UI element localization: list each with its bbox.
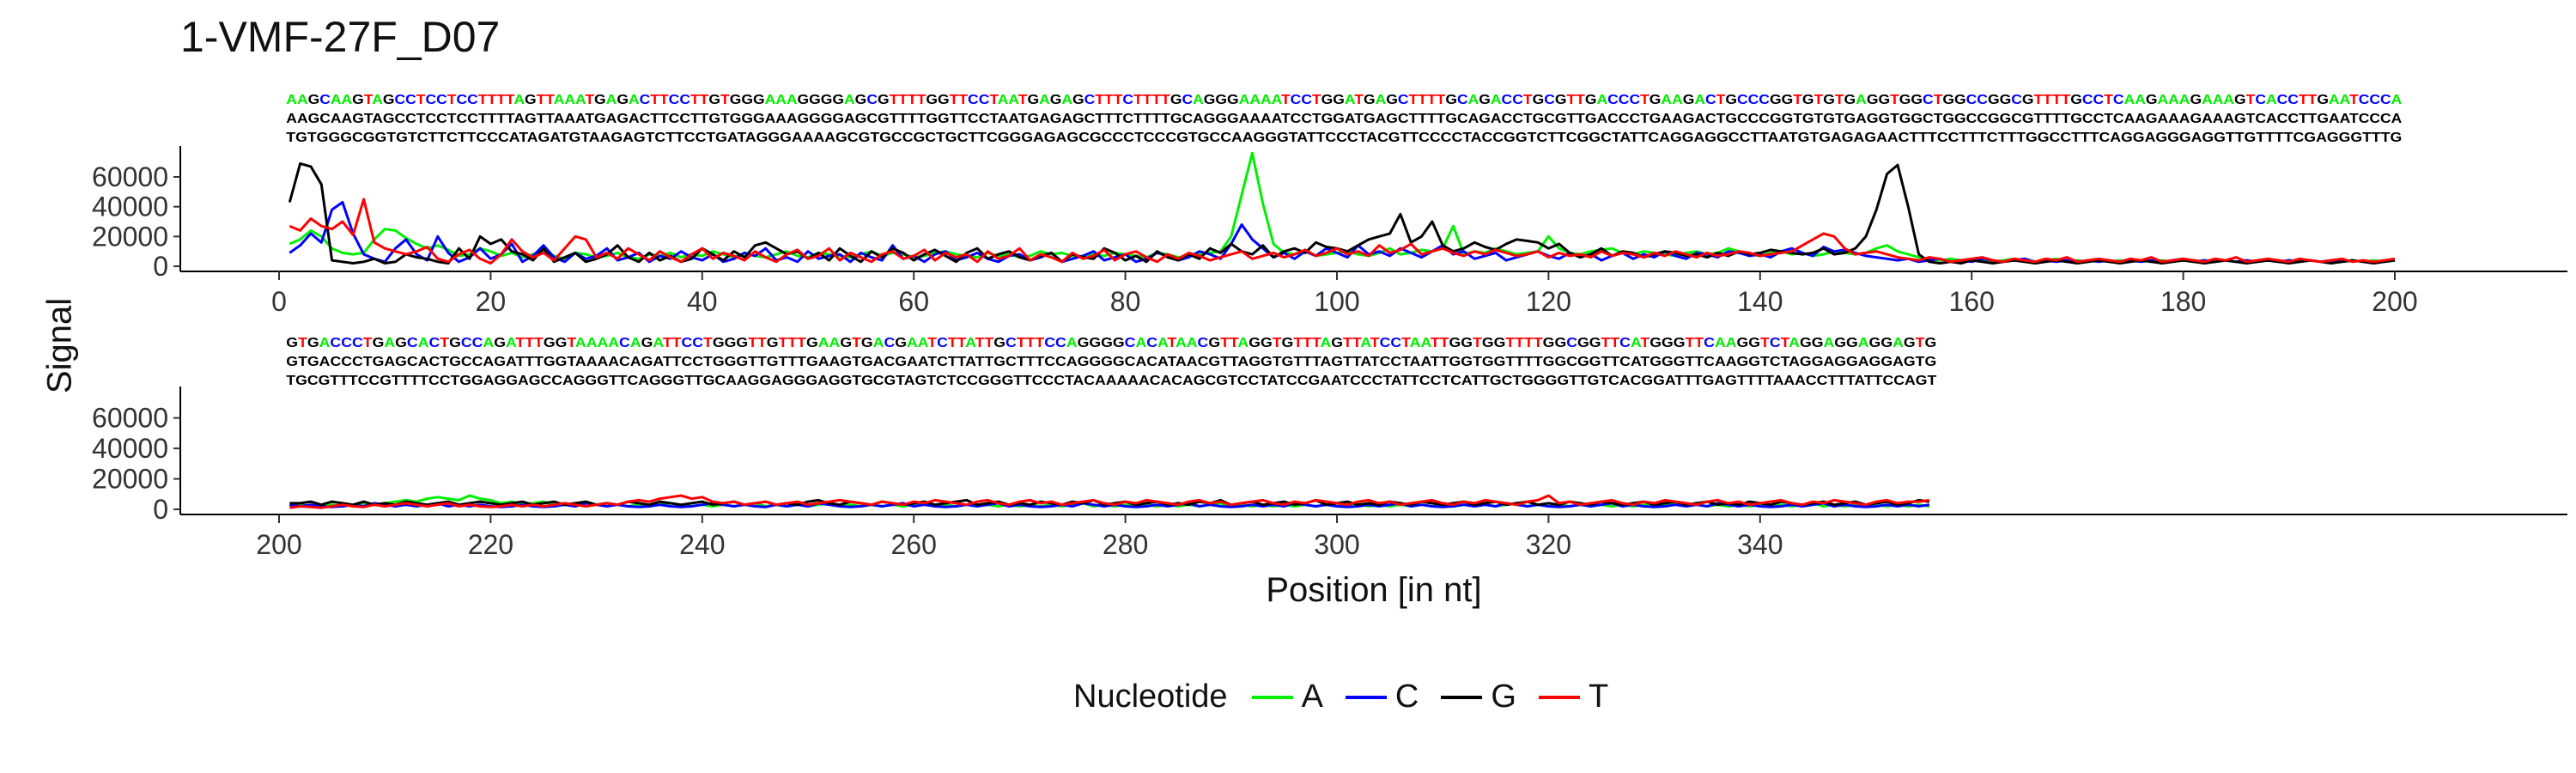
x-tick-label: 200 (2372, 286, 2417, 317)
series-line-c (289, 201, 2353, 264)
sequence-row-1: GTGACCCTGAGCACTGCCAGATTTGGTAAAACAGATTCCT… (286, 336, 1936, 350)
y-tick-label: 20000 (92, 464, 168, 495)
y-tick-label: 20000 (92, 221, 168, 252)
y-tick-label: 0 (153, 251, 168, 282)
x-tick-label: 120 (1526, 286, 1571, 317)
legend: Nucleotide A C G T (1073, 679, 1619, 715)
chart-title: 1-VMF-27F_D07 (180, 13, 501, 61)
legend-swatch-a (1251, 695, 1293, 699)
legend-label-t: T (1588, 679, 1609, 715)
series-line-t (289, 198, 2396, 265)
sequence-row-1: AAGCAAGTAGCCTCCTCCTTTTAGTTAAATGAGACTTCCT… (286, 93, 2402, 107)
legend-item-g: G (1441, 679, 1516, 715)
y-tick-label: 60000 (92, 403, 168, 434)
sequence-row-3: TGTGGGCGGTGTCTTCTTCCCATAGATGTAAGAGTCTTCC… (286, 131, 2402, 145)
x-tick-label: 140 (1737, 286, 1783, 317)
x-tick-label: 100 (1314, 286, 1359, 317)
x-tick-label: 20 (476, 286, 507, 317)
x-tick-label: 340 (1737, 529, 1783, 560)
x-tick-label: 40 (687, 286, 718, 317)
legend-title: Nucleotide (1073, 679, 1228, 715)
x-tick-label: 220 (468, 529, 513, 560)
legend-item-a: A (1251, 679, 1323, 715)
y-tick-label: 40000 (92, 192, 168, 222)
legend-item-t: T (1538, 679, 1609, 715)
legend-label-a: A (1301, 679, 1323, 715)
x-tick-label: 280 (1103, 529, 1148, 560)
x-tick-label: 240 (679, 529, 725, 560)
series-line-a (289, 151, 2396, 264)
sequence-row-3: TGCGTTTCCGTTTTCCTGGAGGAGCCAGGGTTCAGGGTTG… (286, 374, 1936, 388)
x-tick-label: 80 (1110, 286, 1141, 317)
x-tick-label: 260 (891, 529, 937, 560)
y-tick-label: 60000 (92, 161, 168, 192)
x-tick-label: 160 (1949, 286, 1995, 317)
x-axis-title: Position [in nt] (1266, 571, 1481, 609)
legend-item-c: C (1345, 679, 1419, 715)
y-tick-label: 0 (153, 494, 168, 525)
legend-label-g: G (1491, 679, 1516, 715)
x-tick-label: 60 (898, 286, 929, 317)
legend-swatch-t (1538, 695, 1580, 699)
legend-label-c: C (1394, 679, 1419, 715)
x-tick-label: 0 (271, 286, 287, 317)
x-tick-label: 200 (256, 529, 301, 560)
legend-swatch-c (1345, 695, 1387, 699)
x-tick-label: 300 (1314, 529, 1359, 560)
sequence-row-2: AAGCAAGTAGCCTCCTCCTTTTAGTTAAATGAGACTTCCT… (286, 112, 2402, 126)
series-line-t (289, 494, 1930, 509)
legend-swatch-g (1441, 695, 1483, 699)
y-tick-label: 40000 (92, 433, 168, 464)
x-tick-label: 320 (1526, 529, 1571, 560)
x-tick-label: 180 (2160, 286, 2206, 317)
sequence-row-2: GTGACCCTGAGCACTGCCAGATTTGGTAAAACAGATTCCT… (286, 355, 1936, 369)
